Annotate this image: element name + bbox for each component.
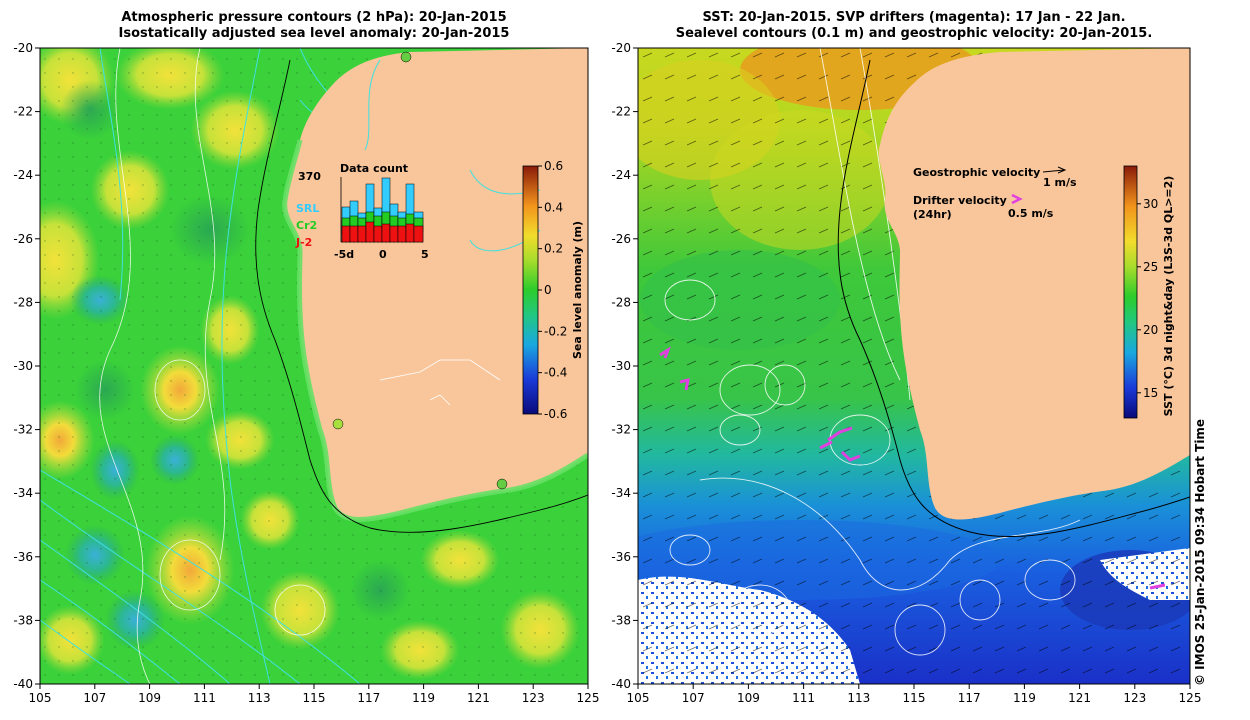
left-lon-tick: 115	[303, 691, 326, 705]
left-lon-tick: 107	[83, 691, 106, 705]
sla-colorbar-tick: -0.2	[544, 324, 567, 338]
sla-colorbar-label: Sea level anomaly (m)	[571, 221, 584, 359]
sla-colorbar: 0.6 0.4 0.2 0 -0.2 -0.4 -0.6 Sea level anomaly…	[522, 159, 584, 421]
sla-colorbar-tick: 0.4	[544, 200, 563, 214]
svp-drifters	[659, 346, 1166, 590]
left-lat-tick: -32	[13, 423, 33, 437]
left-lon-tick: 125	[577, 691, 600, 705]
data-count-tick-5: 5	[421, 248, 429, 261]
sst-colorbar-ramp	[1123, 165, 1138, 419]
sst-colorbar-tick: 25	[1143, 260, 1158, 274]
velocity-legend: Geostrophic velocity 1 m/s Drifter veloc…	[913, 166, 1077, 221]
data-count-max-label: 370	[298, 170, 321, 183]
left-lon-tick: 113	[248, 691, 271, 705]
bathymetry-contour	[255, 59, 588, 533]
sst-colorbar-label: SST (°C) 3d night&day (L3S-3d QL>=2)	[1162, 176, 1175, 417]
right-lat-tick: -36	[611, 550, 631, 564]
left-lon-axis: 105 107 109 111 113 115 117 119 121 123 125	[29, 684, 600, 705]
left-lat-tick: -38	[13, 613, 33, 627]
right-lat-tick: -28	[611, 295, 631, 309]
sla-colorbar-tick: 0.6	[544, 159, 563, 173]
left-lat-tick: -34	[13, 486, 33, 500]
sla-colorbar-tick: -0.4	[544, 366, 567, 380]
left-lat-tick: -20	[13, 41, 33, 55]
left-lon-tick: 105	[29, 691, 52, 705]
geostrophic-velocity-label: Geostrophic velocity	[913, 166, 1040, 179]
data-count-tick-0: 0	[379, 248, 387, 261]
left-lon-tick: 109	[138, 691, 161, 705]
drifter-arrow-icon	[1011, 193, 1023, 205]
data-count-inset: Data count 370	[295, 162, 429, 261]
left-lat-tick: -24	[13, 168, 33, 182]
right-lat-tick: -30	[611, 359, 631, 373]
data-count-tick-neg5: -5d	[334, 248, 354, 261]
geostrophic-arrow-icon	[1042, 166, 1067, 174]
legend-j2: J-2	[295, 236, 312, 249]
sst-colorbar: 30 25 20 15 SST (°C) 3d night&day (L3S-3d Q…	[1123, 165, 1175, 419]
left-title-line2: Isostatically adjusted sea level anomaly…	[118, 26, 510, 41]
right-lon-tick: 111	[792, 691, 815, 705]
right-lon-axis: 105 107 109 111 113 115 117 119 121 123 125	[627, 684, 1202, 705]
right-lon-tick: 109	[737, 691, 760, 705]
left-map	[40, 48, 588, 684]
right-lon-tick: 121	[1068, 691, 1091, 705]
right-title-line1: SST: 20-Jan-2015. SVP drifters (magenta)…	[702, 10, 1126, 25]
sla-colorbar-ramp	[522, 165, 539, 415]
left-lon-tick: 123	[522, 691, 545, 705]
left-lon-tick: 111	[193, 691, 216, 705]
right-lon-tick: 107	[682, 691, 705, 705]
left-lat-tick: -28	[13, 295, 33, 309]
left-lon-tick: 117	[357, 691, 380, 705]
right-lon-tick: 125	[1179, 691, 1202, 705]
left-title: Atmospheric pressure contours (2 hPa): 2…	[40, 10, 588, 42]
left-lat-tick: -40	[13, 677, 33, 691]
sst-colorbar-tick: 30	[1143, 197, 1158, 211]
data-count-title: Data count	[340, 162, 408, 175]
right-title: SST: 20-Jan-2015. SVP drifters (magenta)…	[638, 10, 1190, 42]
right-lat-tick: -38	[611, 613, 631, 627]
legend-cr2: Cr2	[296, 219, 317, 232]
right-map	[638, 48, 1190, 684]
left-lat-tick: -36	[13, 550, 33, 564]
left-lat-tick: -26	[13, 232, 33, 246]
right-lat-tick: -32	[611, 423, 631, 437]
australia-land	[284, 48, 588, 520]
legend-srl: SRL	[296, 202, 319, 215]
left-lat-tick: -22	[13, 105, 33, 119]
right-title-line2: Sealevel contours (0.1 m) and geostrophi…	[675, 26, 1153, 41]
left-lat-axis: -20 -22 -24 -26 -28 -30 -32 -34 -36 -38 -40	[13, 41, 40, 691]
australia-land-right	[878, 48, 1190, 520]
right-lat-tick: -24	[611, 168, 631, 182]
right-lat-tick: -22	[611, 105, 631, 119]
right-lat-tick: -34	[611, 486, 631, 500]
drifter-velocity-label: Drifter velocity	[913, 194, 1007, 207]
sla-colorbar-tick: 0.2	[544, 242, 563, 256]
sst-colorbar-tick: 15	[1143, 386, 1158, 400]
data-count-bars	[341, 177, 424, 243]
right-lat-tick: -40	[611, 677, 631, 691]
right-lat-tick: -20	[611, 41, 631, 55]
drifter-velocity-value: 0.5 m/s	[1008, 207, 1054, 220]
sst-colorbar-tick: 20	[1143, 323, 1158, 337]
left-lat-tick: -30	[13, 359, 33, 373]
sla-colorbar-tick: 0	[544, 283, 552, 297]
sla-colorbar-tick: -0.6	[544, 407, 567, 421]
left-lon-tick: 121	[467, 691, 490, 705]
left-lon-tick: 119	[412, 691, 435, 705]
right-lon-tick: 115	[903, 691, 926, 705]
right-lat-tick: -26	[611, 232, 631, 246]
right-lon-tick: 117	[958, 691, 981, 705]
sla-white-contours	[99, 48, 326, 684]
right-lon-tick: 113	[847, 691, 870, 705]
geostrophic-velocity-value: 1 m/s	[1043, 176, 1077, 189]
right-lat-axis: -20 -22 -24 -26 -28 -30 -32 -34 -36 -38 -40	[611, 41, 638, 691]
left-title-line1: Atmospheric pressure contours (2 hPa): 2…	[121, 10, 507, 25]
imos-credit: © IMOS 25-Jan-2015 09:34 Hobart Time	[1193, 418, 1207, 686]
data-count-legend: SRL Cr2 J-2	[295, 202, 319, 249]
right-lon-tick: 105	[627, 691, 650, 705]
right-lon-tick: 119	[1013, 691, 1036, 705]
drifter-velocity-label-24hr: (24hr)	[913, 208, 952, 221]
right-lon-tick: 123	[1123, 691, 1146, 705]
